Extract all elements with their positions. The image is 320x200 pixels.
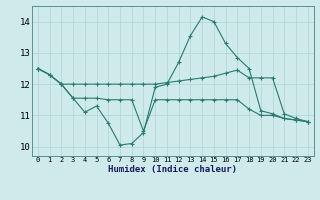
X-axis label: Humidex (Indice chaleur): Humidex (Indice chaleur) — [108, 165, 237, 174]
